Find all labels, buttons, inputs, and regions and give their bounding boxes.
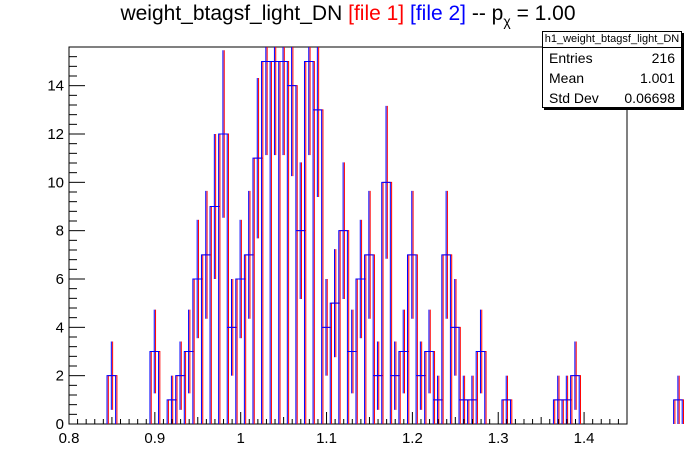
stats-label: Std Dev — [549, 90, 599, 106]
y-tick-label: 4 — [56, 319, 64, 336]
histogram-outline — [107, 61, 684, 424]
stats-value: 216 — [651, 50, 675, 66]
chart-title: weight_btagsf_light_DN [file 1] [file 2]… — [0, 2, 696, 29]
title-suffix-post: = 1.00 — [516, 2, 576, 25]
y-tick-label: 6 — [56, 271, 64, 288]
title-main: weight_btagsf_light_DN — [120, 2, 343, 25]
stats-value: 1.001 — [639, 70, 675, 86]
x-tick-label: 1.2 — [402, 430, 423, 447]
series-1 — [106, 47, 683, 424]
stats-label: Mean — [549, 70, 585, 86]
x-tick-label: 1.3 — [488, 430, 509, 447]
stats-value: 0.06698 — [624, 90, 675, 106]
stats-name: h1_weight_btagsf_light_DN — [543, 32, 681, 48]
y-tick-label: 0 — [56, 416, 64, 433]
histogram-outline — [106, 61, 683, 424]
x-tick-label: 1 — [237, 430, 245, 447]
title-file2: [file 2] — [409, 2, 467, 25]
y-tick-label: 14 — [47, 78, 64, 95]
title-suffix-pre: -- p — [471, 2, 504, 25]
x-tick-label: 1.1 — [316, 430, 337, 447]
x-tick-label: 1.4 — [574, 430, 595, 447]
stats-box: h1_weight_btagsf_light_DN Entries 216 Me… — [542, 31, 682, 108]
stats-row-entries: Entries 216 — [543, 48, 681, 68]
x-tick-label: 0.9 — [144, 430, 165, 447]
y-tick-label: 2 — [56, 368, 64, 385]
x-tick-label: 0.8 — [59, 430, 80, 447]
title-suffix-sub: χ — [503, 13, 511, 29]
y-tick-label: 10 — [47, 174, 64, 191]
y-tick-label: 8 — [56, 223, 64, 240]
y-tick-label: 12 — [47, 126, 64, 143]
stats-label: Entries — [549, 50, 593, 66]
stats-row-mean: Mean 1.001 — [543, 68, 681, 88]
stats-row-stddev: Std Dev 0.06698 — [543, 88, 681, 108]
title-file1: [file 1] — [348, 2, 405, 25]
plot-area — [68, 46, 628, 425]
